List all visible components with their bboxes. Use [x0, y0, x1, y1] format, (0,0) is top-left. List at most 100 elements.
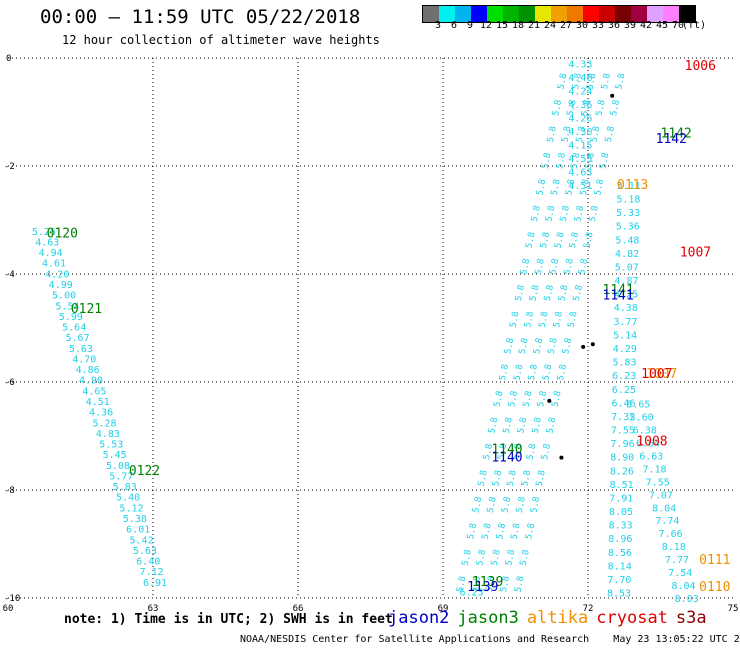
map-subtitle: 12 hour collection of altimeter wave hei…	[62, 33, 380, 47]
swath-value-label: 5.8	[526, 443, 539, 461]
swh-value-label: 5.77	[109, 471, 133, 482]
track-time-label: 0120	[47, 227, 78, 242]
swath-value-label: 5.8	[528, 284, 541, 302]
swh-value-label: 5.60	[630, 413, 654, 424]
colorbar-swatch	[631, 6, 647, 22]
track-time-label: 0113	[617, 178, 648, 193]
swh-value-label: 4.20	[45, 269, 69, 280]
swath-value-label: 5.8	[513, 575, 526, 593]
swath-value-label: 5.8	[490, 549, 503, 567]
swath-value-label: 5.8	[544, 205, 557, 223]
swh-value-label: 6.63	[639, 451, 663, 462]
swath-value-label: 5.8	[585, 73, 598, 91]
units-note: note: 1) Time is in UTC; 2) SWH is in fe…	[64, 612, 393, 627]
swh-value-label: 7.54	[668, 568, 692, 579]
swh-value-label: 8.03	[675, 594, 699, 605]
swath-value-label: 5.8	[516, 417, 529, 435]
swath-value-label: 5.8	[579, 178, 592, 196]
colorbar-swatch	[455, 6, 471, 22]
swh-value-label: 3.77	[613, 317, 637, 328]
swath-value-label: 5.8	[513, 364, 526, 382]
swath-value-label: 5.8	[511, 443, 524, 461]
swath-value-label: 5.8	[470, 575, 483, 593]
swh-value-label: 4.33	[568, 59, 592, 70]
swh-value-label: 8.04	[671, 581, 695, 592]
swath-value-label: 5.8	[546, 125, 559, 143]
swh-value-label: 5.83	[113, 482, 137, 493]
track-time-label: 0121	[71, 302, 102, 317]
colorbar-label: 6	[450, 20, 458, 31]
lat-tick-label: -8	[4, 486, 15, 496]
swath-value-label: 5.8	[556, 364, 569, 382]
swh-value-label: 5.53	[99, 440, 123, 451]
colorbar-label: 9	[466, 20, 474, 31]
swath-value-label: 5.8	[572, 284, 585, 302]
swath-value-label: 5.8	[487, 417, 500, 435]
swh-value-label: 7.70	[607, 575, 631, 586]
track-time-label: 1008	[636, 434, 667, 449]
swath-value-label: 5.8	[495, 522, 508, 540]
colorbar-label: 39	[623, 20, 637, 31]
swh-value-label: 8.26	[610, 466, 634, 477]
swh-value-label: 6.64	[636, 438, 660, 449]
island-mark	[559, 455, 564, 460]
swh-value-label: 4.90	[79, 376, 103, 387]
swath-value-label: 5.8	[493, 390, 506, 408]
swh-value-label: 7.55	[646, 477, 670, 488]
legend-item: altika	[526, 608, 589, 628]
swh-value-label: 4.46	[568, 73, 592, 84]
colorbar-label: 70	[671, 20, 685, 31]
swh-value-label: 4.51	[86, 397, 110, 408]
swath-value-label: 5.8	[599, 152, 612, 170]
swh-value-label: 5.28	[92, 418, 116, 429]
track-time-label: 1140	[491, 443, 522, 458]
swath-value-label: 5.8	[486, 496, 499, 514]
lon-tick-label: 69	[438, 604, 449, 614]
swh-value-label: 7.77	[665, 555, 689, 566]
swh-value-label: 4.94	[39, 248, 63, 259]
lat-tick-label: -2	[4, 162, 15, 172]
swath-value-label: 5.8	[551, 390, 564, 408]
swath-value-label: 5.8	[547, 337, 560, 355]
swh-value-label: 7.07	[649, 490, 673, 501]
swh-value-label: 7.91	[609, 493, 633, 504]
swath-value-label: 5.8	[481, 522, 494, 540]
swath-value-label: 5.8	[455, 575, 468, 593]
swh-value-label: 8.04	[652, 503, 676, 514]
swh-value-label: 8.56	[608, 548, 632, 559]
colorbar-label: 30	[575, 20, 589, 31]
swh-value-label: 4.65	[82, 386, 106, 397]
swath-value-label: 5.8	[515, 496, 528, 514]
swh-value-label: 5.64	[62, 323, 86, 334]
track-time-label: 1007	[680, 245, 711, 260]
swath-value-label: 5.8	[593, 178, 606, 196]
island-mark	[581, 344, 586, 349]
swath-value-label: 5.8	[519, 549, 532, 567]
swh-value-label: 4.55	[568, 154, 592, 165]
colorbar-label: 3	[434, 20, 442, 31]
swath-value-label: 5.8	[507, 390, 520, 408]
colorbar-swatch	[439, 6, 455, 22]
swh-value-label: 4.15	[568, 140, 592, 151]
swath-value-label: 5.8	[614, 73, 627, 91]
swath-value-label: 5.8	[461, 549, 474, 567]
map-title: 00:00 – 11:59 UTC 05/22/2018	[40, 6, 361, 28]
swh-value-label: 5.08	[106, 461, 130, 472]
swath-value-label: 5.8	[519, 258, 532, 276]
colorbar-labels: 3 6 9 12 15 18 21 24 27 30 33 36 39 42 45 70 (ft)	[422, 20, 722, 34]
track-time-label: 0111	[699, 553, 730, 568]
colorbar-swatch	[679, 6, 695, 22]
swath-value-label: 5.8	[525, 231, 538, 249]
colorbar-label: 45	[655, 20, 669, 31]
swath-value-label: 5.8	[506, 469, 519, 487]
swath-value-label: 5.8	[589, 125, 602, 143]
swh-value-label: 7.96	[611, 439, 635, 450]
swh-value-label: 7.18	[642, 464, 666, 475]
colorbar-label: 33	[591, 20, 605, 31]
swath-value-label: 5.8	[583, 231, 596, 249]
swh-value-label: 8.05	[609, 507, 633, 518]
swh-value-label: 6.25	[612, 385, 636, 396]
swath-value-label: 5.8	[577, 258, 590, 276]
swath-value-label: 5.8	[570, 152, 583, 170]
swath-value-label: 5.8	[559, 205, 572, 223]
